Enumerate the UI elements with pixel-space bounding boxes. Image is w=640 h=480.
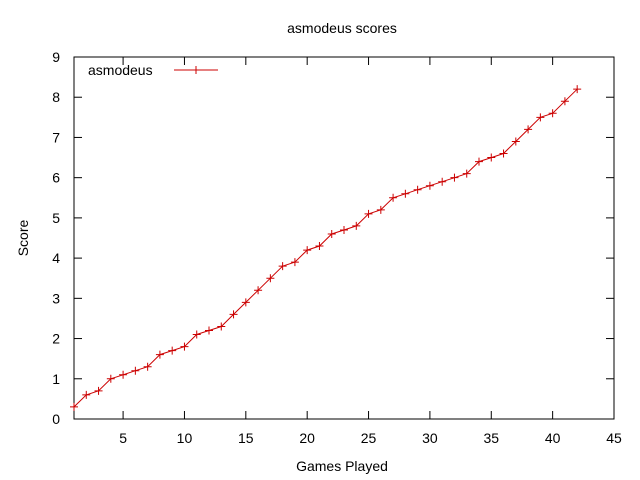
data-point [192, 330, 201, 339]
x-axis-ticks: 5 10 15 20 25 30 35 40 45 [119, 57, 622, 446]
data-point [450, 173, 459, 182]
y-tick-label: 9 [52, 49, 60, 65]
data-point [315, 242, 324, 251]
data-point [389, 193, 398, 202]
data-point [352, 221, 361, 230]
data-point [401, 189, 410, 198]
data-point [217, 322, 226, 331]
data-point [278, 262, 287, 271]
x-tick-label: 40 [545, 430, 561, 446]
data-point [524, 125, 533, 134]
y-tick-label: 0 [52, 411, 60, 427]
x-tick-label: 30 [422, 430, 438, 446]
data-point [462, 169, 471, 178]
data-point [70, 402, 78, 411]
data-point [180, 342, 189, 351]
y-tick-label: 7 [52, 129, 60, 145]
x-tick-label: 5 [119, 430, 127, 446]
data-point [106, 374, 115, 383]
data-point [376, 205, 385, 214]
legend-marker-asmodeus [192, 66, 200, 74]
data-point [548, 109, 557, 118]
plot-area-frame [73, 56, 615, 420]
x-tick-label: 25 [361, 430, 377, 446]
data-point [266, 274, 275, 283]
data-point [254, 286, 263, 295]
x-axis-label: Games Played [296, 458, 388, 474]
data-point [438, 177, 447, 186]
data-point [290, 258, 299, 267]
data-point [303, 246, 312, 255]
y-tick-label: 2 [52, 331, 60, 347]
data-point [475, 157, 483, 166]
y-tick-label: 4 [52, 250, 60, 266]
y-tick-label: 1 [52, 371, 60, 387]
legend: asmodeus [88, 62, 218, 78]
data-point [155, 350, 164, 359]
y-tick-label: 8 [52, 89, 60, 105]
y-axis-ticks: 0 1 2 3 4 5 6 7 8 9 [52, 49, 614, 427]
data-point [327, 229, 336, 238]
chart-title: asmodeus scores [287, 20, 397, 36]
data-point [413, 185, 422, 194]
data-point [229, 310, 238, 319]
x-tick-label: 45 [606, 430, 622, 446]
x-tick-label: 10 [177, 430, 193, 446]
x-tick-label: 35 [483, 430, 499, 446]
data-point [131, 366, 140, 375]
data-point [499, 149, 508, 158]
x-tick-label: 15 [238, 430, 254, 446]
legend-label-asmodeus: asmodeus [88, 62, 153, 78]
y-tick-label: 6 [52, 170, 60, 186]
series-line-asmodeus [73, 88, 578, 408]
data-point [536, 113, 545, 122]
data-point [241, 298, 250, 307]
x-tick-label: 20 [299, 430, 315, 446]
data-point [94, 386, 103, 395]
data-point [168, 346, 177, 355]
series-layer [70, 85, 582, 411]
data-point [205, 326, 213, 335]
y-tick-label: 3 [52, 290, 60, 306]
data-point [364, 209, 373, 218]
y-tick-label: 5 [52, 210, 60, 226]
data-point [425, 181, 434, 190]
data-point [340, 225, 348, 234]
data-point [573, 85, 582, 94]
data-point [487, 153, 496, 162]
data-point [511, 137, 520, 146]
data-point [143, 362, 152, 371]
y-axis-label: Score [15, 220, 31, 257]
data-point [560, 97, 569, 106]
data-point [119, 370, 128, 379]
data-point [82, 390, 91, 399]
